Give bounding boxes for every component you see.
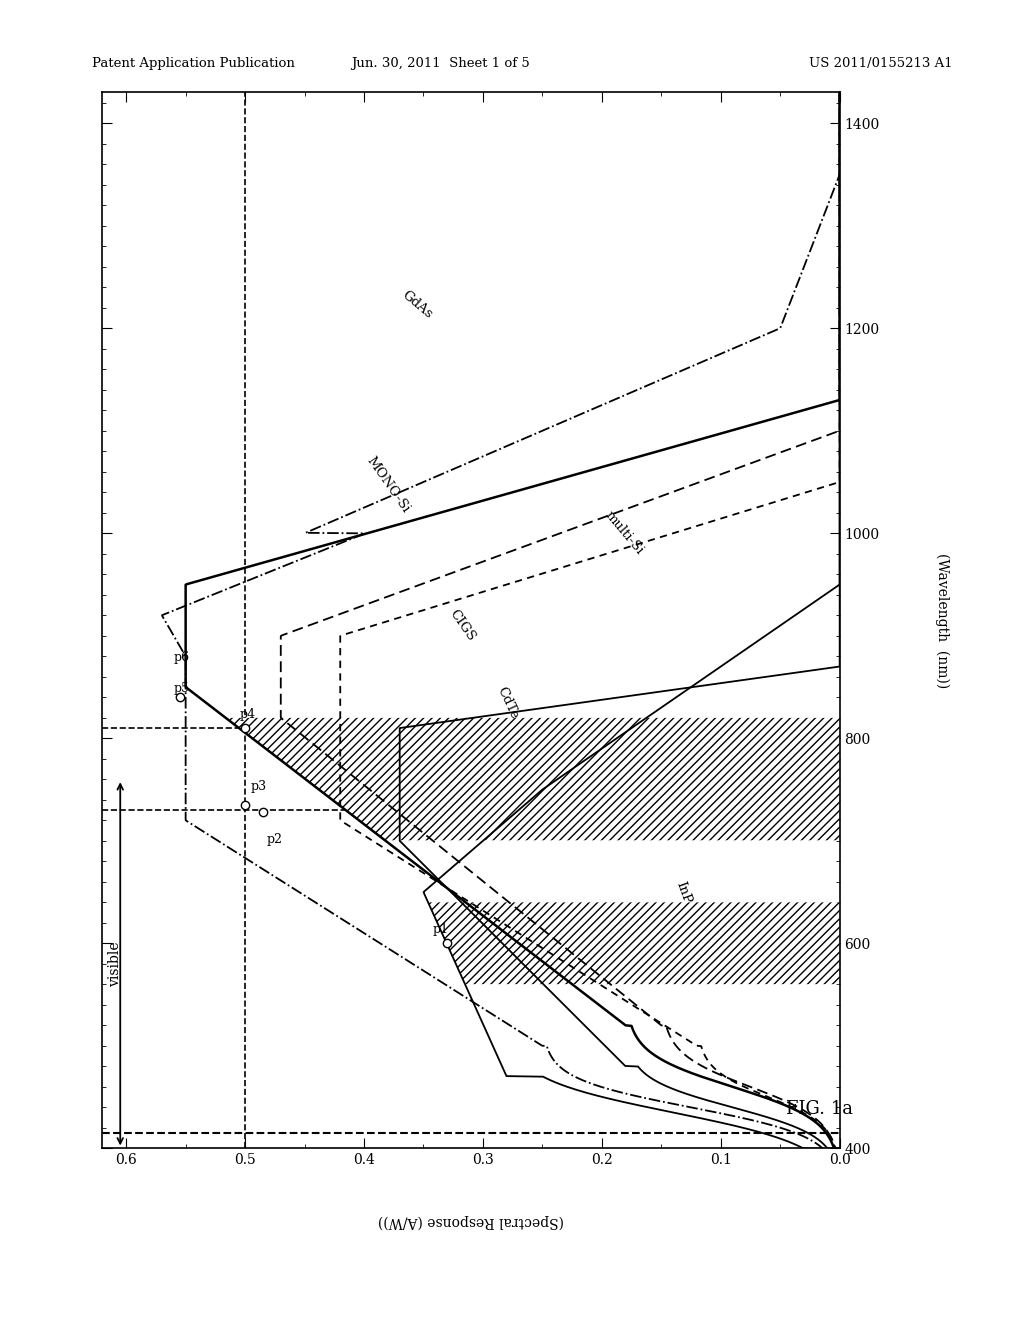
Text: p6: p6 (174, 651, 189, 664)
Text: multi-Si: multi-Si (602, 508, 645, 557)
Text: p1: p1 (433, 923, 450, 936)
Text: CdTe: CdTe (495, 684, 521, 721)
Text: p4: p4 (240, 708, 255, 721)
Text: Jun. 30, 2011  Sheet 1 of 5: Jun. 30, 2011 Sheet 1 of 5 (351, 57, 529, 70)
Text: InP: InP (673, 879, 693, 906)
Text: Patent Application Publication: Patent Application Publication (92, 57, 295, 70)
Text: p2: p2 (266, 833, 283, 846)
Text: GdAs: GdAs (399, 288, 435, 321)
Text: p3: p3 (251, 780, 267, 792)
Text: FIG. 1a: FIG. 1a (785, 1100, 853, 1118)
Text: (Spectral Response (A/W)): (Spectral Response (A/W)) (378, 1214, 564, 1228)
Text: CIGS: CIGS (447, 607, 478, 644)
Text: US 2011/0155213 A1: US 2011/0155213 A1 (809, 57, 952, 70)
Text: p5: p5 (174, 682, 189, 696)
Text: MONO-Si: MONO-Si (364, 455, 413, 516)
Text: (Wavelength  (nm)): (Wavelength (nm)) (935, 553, 949, 688)
Text: visible: visible (109, 941, 122, 986)
